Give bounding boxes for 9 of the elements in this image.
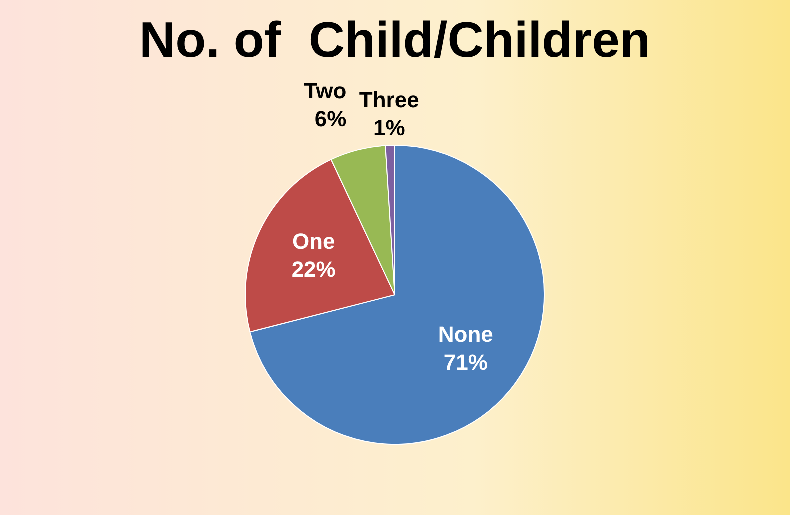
chart-title: No. of Child/Children — [138, 11, 652, 70]
data-label: 6% — [314, 106, 347, 132]
slice-label: Three — [359, 88, 420, 113]
data-label: 1% — [373, 116, 406, 141]
slice-label: One — [292, 228, 336, 254]
data-label: 22% — [292, 256, 336, 282]
slice-label: Two — [304, 78, 347, 104]
slice-label: None — [438, 322, 494, 348]
data-label: 71% — [444, 350, 488, 376]
